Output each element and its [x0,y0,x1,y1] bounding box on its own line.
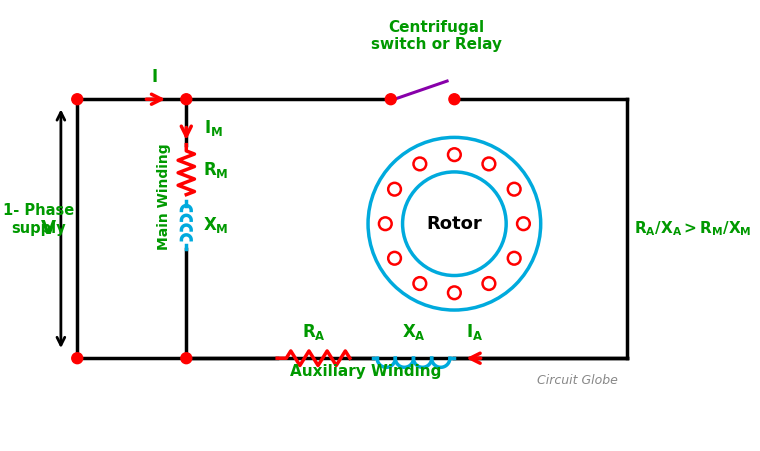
Text: Auxiliary Winding: Auxiliary Winding [290,364,442,379]
Circle shape [385,94,396,105]
Text: $\mathbf{V}$: $\mathbf{V}$ [40,219,57,238]
Text: $\mathbf{X_A}$: $\mathbf{X_A}$ [401,322,426,342]
Text: $\mathbf{R_A}$: $\mathbf{R_A}$ [302,322,325,342]
Circle shape [181,353,192,364]
Text: $\mathbf{X_M}$: $\mathbf{X_M}$ [203,215,228,235]
Circle shape [449,94,460,105]
Text: Circuit Globe: Circuit Globe [537,374,618,387]
Text: $\mathbf{I_M}$: $\mathbf{I_M}$ [204,118,223,138]
Circle shape [71,353,83,364]
Text: Centrifugal
switch or Relay: Centrifugal switch or Relay [371,19,502,52]
Text: Main Winding: Main Winding [157,143,172,250]
Text: $\mathbf{I_A}$: $\mathbf{I_A}$ [466,322,483,342]
Circle shape [71,94,83,105]
Text: Rotor: Rotor [426,215,483,233]
Text: $\mathbf{R_M}$: $\mathbf{R_M}$ [203,160,228,179]
Text: $\mathbf{I}$: $\mathbf{I}$ [151,69,158,87]
Text: 1- Phase
supply: 1- Phase supply [2,203,74,236]
Circle shape [181,94,192,105]
Text: $\mathbf{R_A/X_A > R_M/X_M}$: $\mathbf{R_A/X_A > R_M/X_M}$ [635,219,752,238]
